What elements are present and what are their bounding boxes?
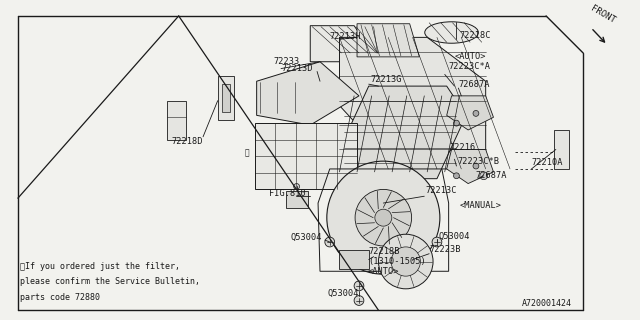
- Polygon shape: [554, 130, 568, 169]
- Polygon shape: [339, 250, 369, 269]
- Circle shape: [355, 189, 412, 246]
- Circle shape: [473, 110, 479, 116]
- Text: please confirm the Service Bulletin,: please confirm the Service Bulletin,: [20, 277, 200, 286]
- Text: 72687A: 72687A: [458, 80, 490, 89]
- Circle shape: [354, 296, 364, 305]
- Polygon shape: [339, 86, 466, 179]
- Circle shape: [327, 161, 440, 274]
- Polygon shape: [310, 26, 378, 62]
- Text: 72218D: 72218D: [172, 137, 204, 146]
- Circle shape: [473, 163, 479, 169]
- Circle shape: [454, 173, 460, 179]
- Polygon shape: [257, 62, 359, 125]
- Polygon shape: [167, 101, 186, 140]
- Text: FIG.810: FIG.810: [269, 189, 306, 198]
- Text: <MANUAL>: <MANUAL>: [460, 201, 501, 210]
- Text: ※: ※: [244, 148, 249, 157]
- Polygon shape: [357, 24, 419, 57]
- Text: 72687A: 72687A: [476, 171, 508, 180]
- Text: 72218B: 72218B: [369, 247, 400, 256]
- Text: 72218C: 72218C: [460, 31, 491, 40]
- Circle shape: [375, 209, 392, 226]
- Circle shape: [432, 237, 442, 247]
- Text: 72213H: 72213H: [330, 32, 361, 41]
- Circle shape: [354, 281, 364, 291]
- Ellipse shape: [425, 22, 478, 43]
- Text: 72223B: 72223B: [429, 245, 461, 254]
- Polygon shape: [447, 96, 493, 130]
- Polygon shape: [286, 191, 308, 208]
- Text: parts code 72880: parts code 72880: [20, 293, 100, 302]
- Text: Q53004: Q53004: [439, 232, 470, 241]
- Text: A720001424: A720001424: [522, 299, 572, 308]
- Circle shape: [454, 120, 460, 126]
- Bar: [255, 123, 357, 189]
- Text: Q53004: Q53004: [328, 289, 359, 298]
- Text: 72233: 72233: [273, 57, 300, 66]
- Text: 72223C*A: 72223C*A: [449, 62, 491, 71]
- Circle shape: [378, 234, 433, 289]
- Text: 72216: 72216: [450, 143, 476, 152]
- Text: (1310-1505): (1310-1505): [368, 257, 426, 266]
- Circle shape: [480, 172, 488, 180]
- Polygon shape: [447, 149, 493, 184]
- Text: Q53004: Q53004: [291, 233, 323, 242]
- Text: 72223C*B: 72223C*B: [458, 157, 499, 166]
- Text: ※If you ordered just the filter,: ※If you ordered just the filter,: [20, 261, 180, 270]
- Circle shape: [325, 237, 335, 247]
- Circle shape: [391, 247, 420, 276]
- Text: <AUTO>: <AUTO>: [454, 52, 486, 61]
- Circle shape: [294, 184, 300, 189]
- Polygon shape: [339, 37, 486, 169]
- Text: 72213G: 72213G: [371, 75, 402, 84]
- Polygon shape: [221, 84, 230, 112]
- Text: 72213D: 72213D: [281, 64, 312, 73]
- Text: 72210A: 72210A: [531, 158, 563, 167]
- Text: 72213C: 72213C: [425, 186, 457, 195]
- Polygon shape: [218, 76, 234, 120]
- Text: FRONT: FRONT: [589, 4, 617, 25]
- Text: <AUTO>: <AUTO>: [368, 267, 399, 276]
